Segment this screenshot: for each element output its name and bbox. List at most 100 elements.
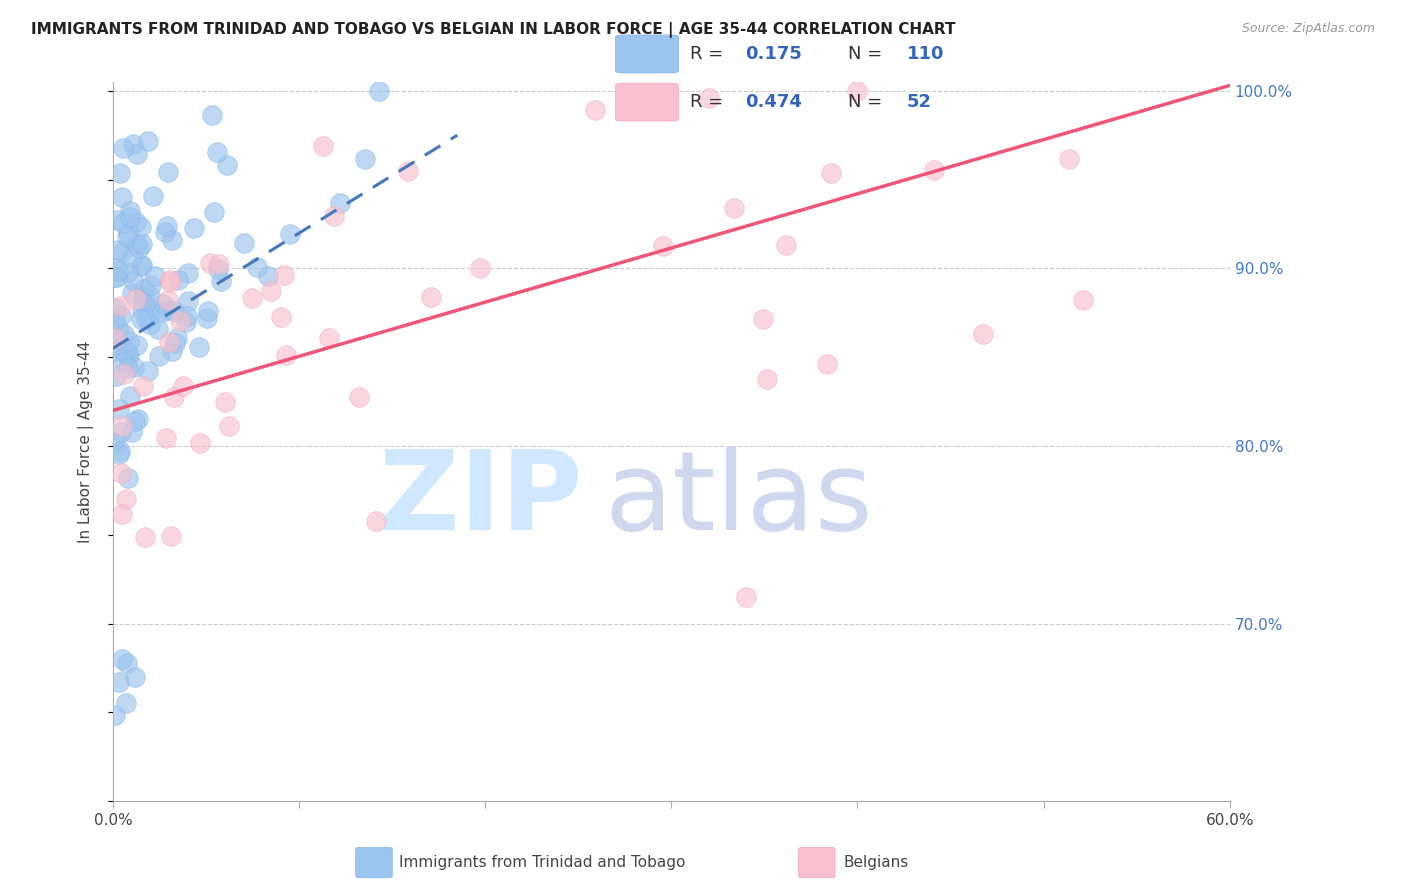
Point (111, 216, 134, 230)
Point (117, 225, 139, 239)
Point (734, 590, 756, 604)
Point (122, 273, 145, 287)
Point (110, 299, 132, 313)
Point (723, 201, 745, 215)
Point (176, 293, 198, 308)
Point (468, 260, 491, 275)
Point (165, 336, 187, 351)
Point (148, 349, 170, 363)
Point (104, 314, 127, 328)
Point (121, 250, 143, 264)
Point (111, 190, 134, 204)
Point (107, 243, 129, 257)
Point (420, 290, 443, 304)
Point (104, 260, 127, 275)
Text: 0.474: 0.474 (745, 93, 803, 112)
Text: Belgians: Belgians (844, 855, 908, 870)
Point (104, 331, 127, 345)
Point (124, 670, 146, 684)
Text: ZIP: ZIP (378, 446, 582, 552)
Point (150, 304, 173, 318)
Point (104, 301, 127, 316)
Point (112, 326, 135, 341)
Point (104, 269, 127, 284)
Point (105, 269, 128, 284)
Point (104, 436, 127, 450)
Point (134, 530, 156, 544)
Point (197, 304, 219, 318)
Point (159, 275, 181, 289)
Point (117, 471, 139, 485)
Point (260, 284, 283, 298)
Point (118, 210, 141, 224)
Point (322, 210, 344, 224)
Point (124, 414, 146, 428)
Point (125, 338, 148, 352)
Point (131, 295, 153, 310)
Point (115, 230, 138, 244)
Point (135, 312, 157, 326)
Point (117, 348, 139, 362)
Point (138, 310, 160, 324)
Point (138, 301, 160, 316)
Point (207, 262, 229, 277)
Point (169, 314, 191, 328)
Point (217, 158, 239, 172)
Point (121, 425, 143, 440)
Point (110, 310, 132, 324)
Text: Immigrants from Trinidad and Tobago: Immigrants from Trinidad and Tobago (399, 855, 686, 870)
Point (347, 390, 370, 404)
Point (156, 219, 179, 233)
Point (112, 355, 135, 369)
Point (108, 166, 131, 180)
Point (280, 227, 302, 241)
Point (188, 435, 211, 450)
Point (752, 312, 775, 326)
Point (111, 418, 134, 433)
Point (155, 225, 177, 239)
Point (353, 152, 375, 166)
Point (131, 378, 153, 392)
Point (396, 164, 419, 178)
Point (105, 368, 128, 383)
Point (162, 303, 184, 318)
Point (112, 367, 135, 381)
Point (174, 315, 197, 329)
Point (131, 237, 153, 252)
Point (183, 221, 205, 235)
Point (110, 425, 132, 440)
Point (1071, 293, 1094, 307)
Point (142, 189, 165, 203)
Point (117, 265, 139, 279)
Point (105, 342, 128, 356)
Point (132, 282, 155, 296)
Point (205, 145, 228, 159)
Point (143, 268, 166, 283)
Point (125, 237, 148, 252)
Point (139, 318, 162, 332)
Point (200, 255, 222, 269)
Point (276, 348, 298, 362)
Point (367, 84, 389, 98)
Point (972, 327, 994, 342)
Point (201, 108, 224, 122)
Point (176, 309, 198, 323)
Point (125, 293, 148, 307)
Point (110, 466, 132, 480)
Point (122, 360, 145, 375)
Point (197, 311, 219, 326)
Point (108, 447, 131, 461)
Point (111, 652, 134, 666)
Point (209, 274, 232, 288)
Point (270, 310, 292, 325)
Point (218, 418, 240, 433)
FancyBboxPatch shape (616, 35, 679, 73)
Point (167, 273, 190, 287)
Point (273, 268, 295, 282)
Point (157, 165, 180, 179)
Point (162, 390, 184, 404)
FancyBboxPatch shape (616, 83, 679, 121)
Point (208, 257, 231, 271)
Point (125, 215, 148, 229)
Text: 110: 110 (907, 45, 945, 63)
